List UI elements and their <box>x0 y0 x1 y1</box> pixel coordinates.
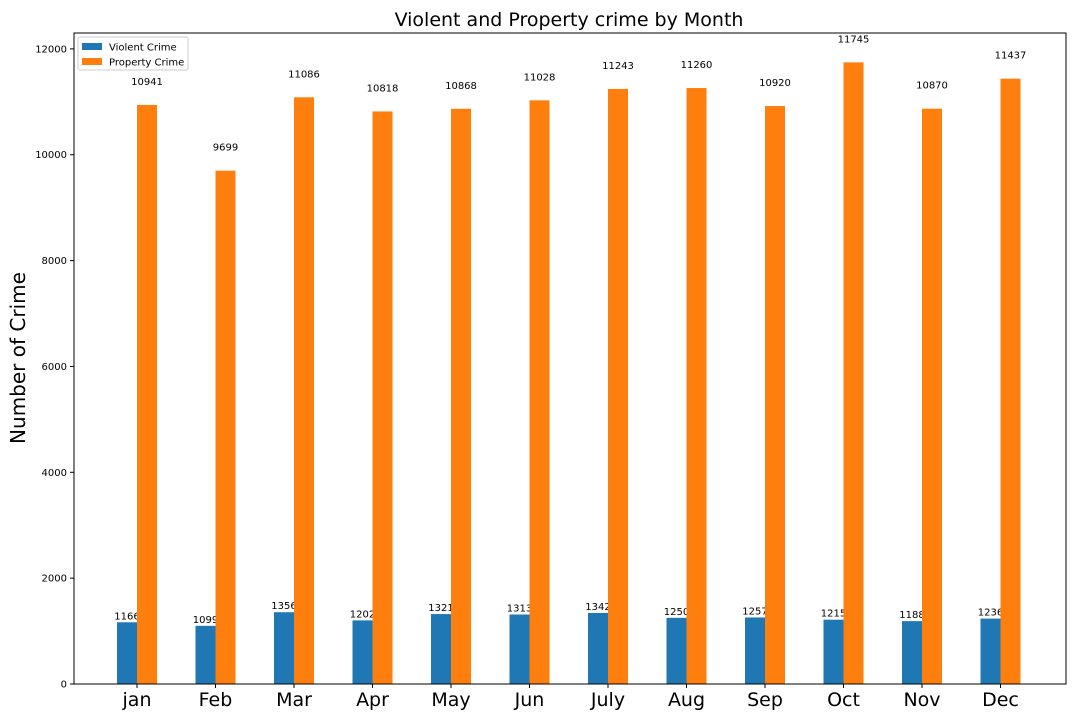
x-tick-label: May <box>431 689 470 711</box>
violent-crime-label-dec: 1236 <box>978 608 1003 619</box>
x-tick-label: Oct <box>827 689 860 711</box>
x-tick-label: Mar <box>276 689 312 711</box>
legend-box <box>77 36 189 71</box>
violent-crime-bar-may <box>431 614 451 684</box>
legend-swatch-violent-crime <box>82 43 102 50</box>
x-tick-label: Feb <box>199 689 233 711</box>
property-crime-label-jun: 11028 <box>524 72 556 83</box>
violent-crime-bar-feb <box>195 625 216 684</box>
property-crime-bar-oct <box>843 62 864 684</box>
property-crime-bar-jan <box>137 104 157 685</box>
y-tick-label: 2000 <box>42 574 67 585</box>
property-crime-bar-dec <box>1000 78 1021 685</box>
property-crime-label-july: 11243 <box>602 61 634 72</box>
violent-crime-label-july: 1342 <box>585 602 610 613</box>
property-crime-label-dec: 11437 <box>995 51 1027 62</box>
violent-crime-label-aug: 1250 <box>664 607 689 618</box>
y-axis-label: Number of Crime <box>6 272 30 444</box>
property-crime-label-feb: 9699 <box>213 143 238 154</box>
violent-crime-bar-oct <box>823 619 844 684</box>
axes-frame <box>73 32 1067 685</box>
y-tick-label: 4000 <box>42 468 67 479</box>
legend-label-property-crime: Property Crime <box>109 58 184 69</box>
y-tick-label: 10000 <box>35 150 67 161</box>
property-crime-label-aug: 11260 <box>681 60 713 71</box>
violent-crime-label-feb: 1099 <box>193 615 218 626</box>
x-tick-label: Nov <box>903 689 940 711</box>
violent-crime-bar-mar <box>274 612 294 684</box>
violent-crime-label-oct: 1215 <box>821 609 846 620</box>
violent-crime-bar-apr <box>352 620 373 684</box>
x-tick-label: July <box>590 689 625 711</box>
y-tick-label: 12000 <box>35 44 67 55</box>
violent-crime-label-jun: 1313 <box>507 604 532 615</box>
property-crime-label-may: 10868 <box>445 81 477 92</box>
y-tick-label: 6000 <box>42 362 67 373</box>
property-crime-label-oct: 11745 <box>838 34 870 45</box>
legend-label-violent-crime: Violent Crime <box>109 43 177 54</box>
property-crime-label-sep: 10920 <box>759 78 791 89</box>
violent-crime-bar-nov <box>902 621 922 684</box>
legend-swatch-property-crime <box>82 58 102 65</box>
property-crime-label-jan: 10941 <box>131 77 163 88</box>
property-crime-bar-mar <box>294 97 314 684</box>
violent-crime-bar-dec <box>980 618 1001 684</box>
property-crime-bar-aug <box>686 88 707 685</box>
property-crime-bar-feb <box>215 170 236 684</box>
x-tick-label: Dec <box>982 689 1019 711</box>
chart-title: Violent and Property crime by Month <box>395 9 744 31</box>
property-crime-bar-jun <box>529 100 550 684</box>
x-tick-label: Aug <box>668 689 705 711</box>
y-tick-label: 8000 <box>42 256 67 267</box>
property-crime-bar-july <box>608 88 628 684</box>
violent-crime-label-jan: 1166 <box>114 611 139 622</box>
x-tick-label: Sep <box>747 689 783 711</box>
violent-crime-bar-aug <box>666 617 687 684</box>
plot-area: 1166 1099 1356 1202 1321 1313 1342 1250 1257 1215… <box>35 32 1067 711</box>
property-crime-label-nov: 10870 <box>916 81 948 92</box>
violent-crime-label-may: 1321 <box>428 603 453 614</box>
property-crime-bar-apr <box>372 111 393 684</box>
legend: Violent Crime Property Crime <box>77 36 189 71</box>
x-tick-label: Apr <box>356 689 389 711</box>
violent-crime-label-apr: 1202 <box>350 609 375 620</box>
violent-crime-bar-sep <box>745 617 765 684</box>
property-crime-bar-may <box>451 108 471 685</box>
violent-crime-bar-jan <box>117 622 137 684</box>
property-crime-label-mar: 11086 <box>288 69 320 80</box>
violent-crime-bar-jun <box>509 614 530 684</box>
x-tick-label: Jun <box>514 689 545 711</box>
property-crime-label-apr: 10818 <box>367 83 399 94</box>
y-tick-label: 0 <box>61 680 67 691</box>
property-crime-bar-sep <box>765 106 785 685</box>
violent-crime-label-sep: 1257 <box>742 606 767 617</box>
violent-crime-bar-july <box>588 612 608 684</box>
violent-crime-label-nov: 1188 <box>899 610 924 621</box>
violent-crime-label-mar: 1356 <box>271 601 296 612</box>
x-tick-label: jan <box>122 689 152 711</box>
property-crime-bar-nov <box>922 108 942 684</box>
